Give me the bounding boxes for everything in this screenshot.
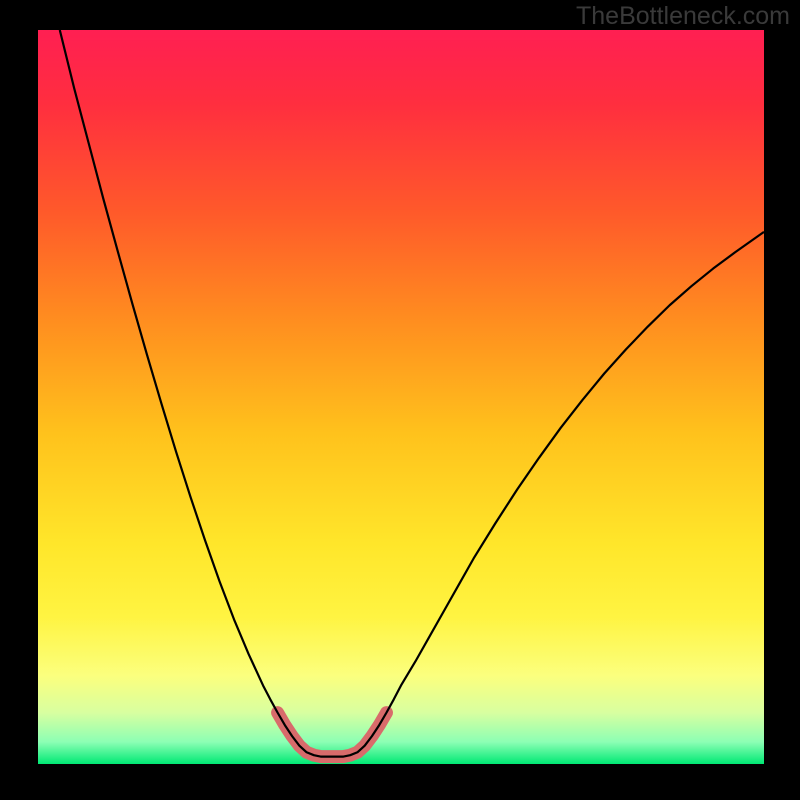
chart-container: TheBottleneck.com: [0, 0, 800, 800]
watermark-text: TheBottleneck.com: [576, 2, 790, 31]
bottleneck-chart: [0, 0, 800, 800]
plot-gradient: [38, 30, 764, 764]
